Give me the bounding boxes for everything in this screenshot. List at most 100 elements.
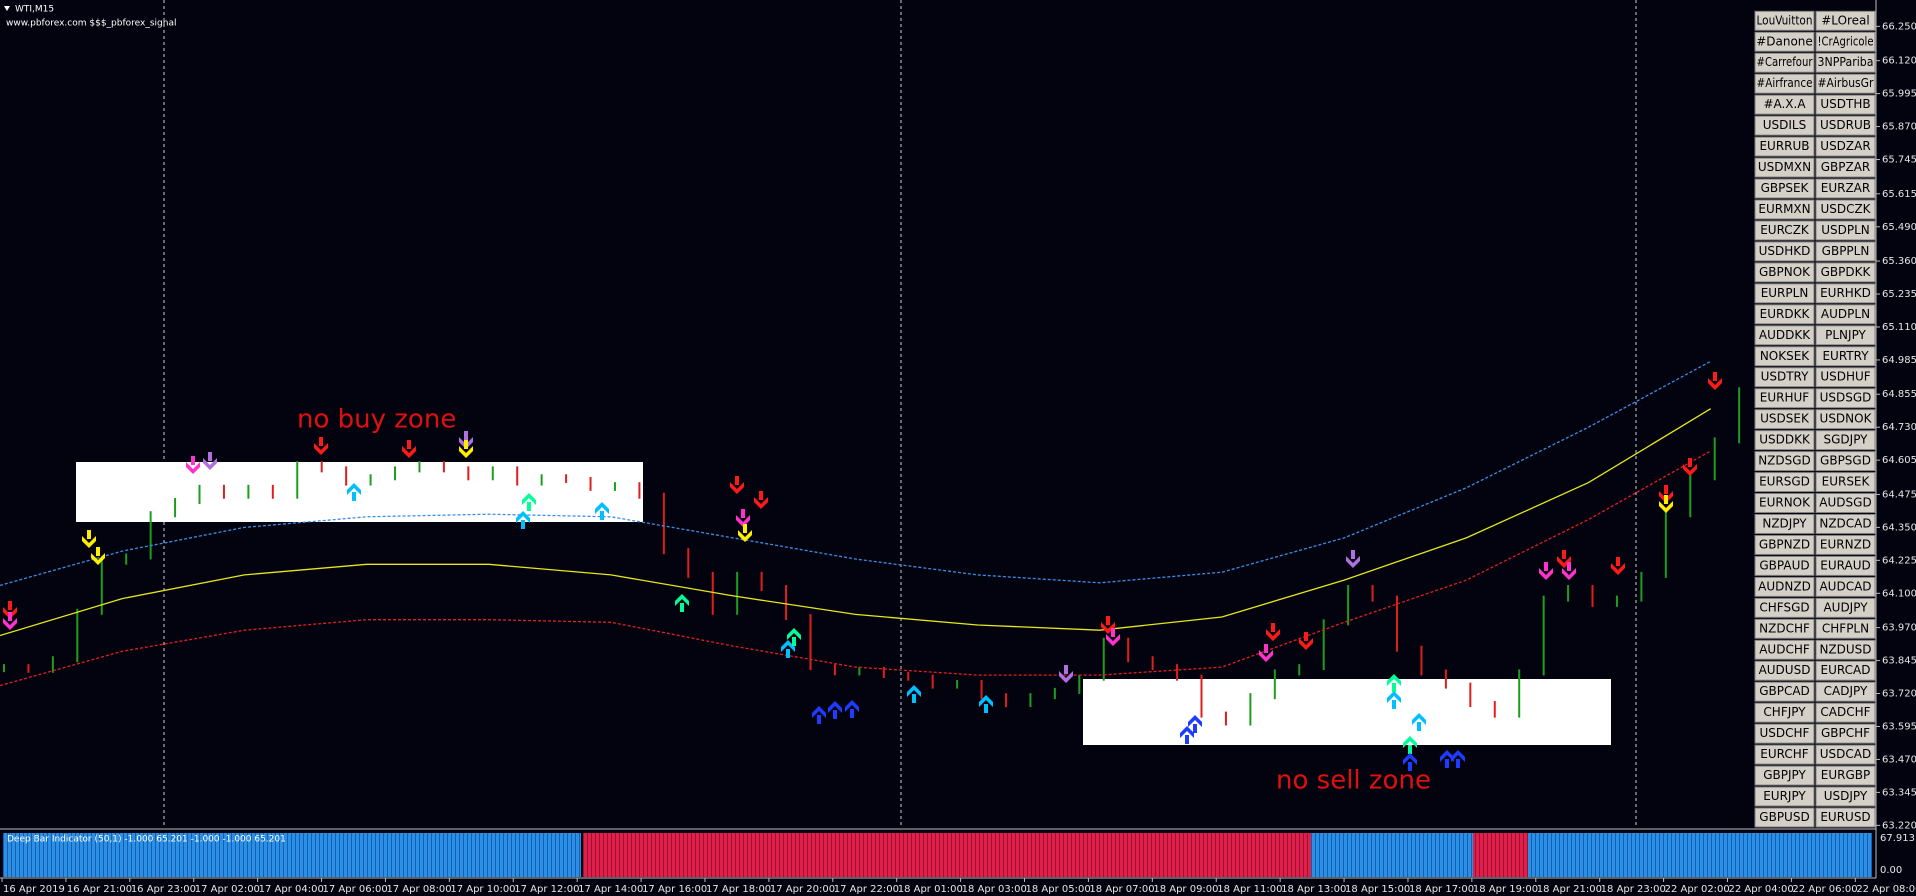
symbol-button[interactable] [1815, 73, 1876, 94]
symbol-button[interactable] [1815, 346, 1876, 367]
symbol-button-label[interactable]: AUDUSD [1759, 663, 1811, 677]
symbol-button[interactable] [1754, 513, 1815, 534]
symbol-button-label[interactable]: USDILS [1763, 118, 1806, 132]
symbol-button-label[interactable]: AUDDKK [1759, 328, 1811, 342]
symbol-button[interactable] [1815, 367, 1876, 388]
symbol-button-label[interactable]: USDDKK [1759, 433, 1811, 447]
symbol-button[interactable] [1754, 451, 1815, 472]
symbol-button[interactable] [1754, 157, 1815, 178]
symbol-button[interactable] [1754, 178, 1815, 199]
symbol-button-label[interactable]: NOKSEK [1760, 349, 1810, 363]
symbol-button-label[interactable]: GBPDKK [1821, 265, 1872, 279]
symbol-button-label[interactable]: USDTRY [1761, 370, 1810, 384]
symbol-button[interactable] [1754, 555, 1815, 576]
symbol-button[interactable] [1754, 660, 1815, 681]
symbol-button-label[interactable]: EURDKK [1760, 307, 1811, 321]
symbol-button-label[interactable]: USDCHF [1760, 726, 1810, 740]
symbol-button-label[interactable]: EURMXN [1758, 202, 1810, 216]
symbol-button-label[interactable]: NZDUSD [1819, 642, 1871, 656]
symbol-button-label[interactable]: NZDCAD [1819, 516, 1871, 530]
symbol-button-label[interactable]: GBPUSD [1759, 810, 1809, 824]
symbol-button[interactable] [1815, 660, 1876, 681]
symbol-button[interactable] [1754, 681, 1815, 702]
symbol-button[interactable] [1754, 94, 1815, 115]
symbol-button-label[interactable]: EURTRY [1822, 349, 1869, 363]
symbol-button[interactable] [1754, 744, 1815, 765]
symbol-button-label[interactable]: AUDSGD [1819, 496, 1871, 510]
symbol-button[interactable] [1815, 513, 1876, 534]
symbol-button[interactable] [1754, 493, 1815, 513]
symbol-button-label[interactable]: NZDCHF [1759, 621, 1810, 635]
symbol-button[interactable] [1815, 283, 1876, 304]
symbol-button[interactable] [1815, 807, 1876, 828]
symbol-button[interactable] [1815, 262, 1876, 283]
symbol-button-label[interactable]: GBPPLN [1822, 244, 1870, 258]
symbol-button-label[interactable]: EURRUB [1759, 139, 1809, 153]
menu-triangle[interactable] [4, 6, 10, 11]
symbol-button-label[interactable]: GBPAUD [1759, 558, 1809, 572]
symbol-button[interactable] [1815, 115, 1876, 136]
symbol-button[interactable] [1815, 241, 1876, 262]
symbol-button[interactable] [1815, 702, 1876, 723]
symbol-button-label[interactable]: AUDCAD [1819, 579, 1871, 593]
symbol-button-label[interactable]: 3NPPariba [1818, 55, 1874, 69]
symbol-button[interactable] [1815, 451, 1876, 472]
symbol-button-label[interactable]: USDZAR [1820, 139, 1870, 153]
symbol-button[interactable] [1815, 534, 1876, 555]
symbol-button[interactable] [1815, 555, 1876, 576]
symbol-button-label[interactable]: GBPNOK [1759, 265, 1811, 279]
symbol-button[interactable] [1754, 597, 1815, 618]
symbol-button-label[interactable]: USDRUB [1820, 118, 1871, 132]
symbol-button-label[interactable]: EURHUF [1760, 391, 1810, 405]
symbol-button-label[interactable]: LouVuitton [1757, 13, 1813, 27]
symbol-button-label[interactable]: EURCHF [1760, 747, 1809, 761]
symbol-button[interactable] [1754, 262, 1815, 283]
symbol-button[interactable] [1815, 304, 1876, 325]
symbol-button-label[interactable]: USDPLN [1821, 223, 1870, 237]
symbol-button[interactable] [1754, 136, 1815, 157]
symbol-button[interactable] [1754, 31, 1815, 52]
symbol-button[interactable] [1815, 325, 1876, 346]
symbol-button-label[interactable]: CHFSGD [1759, 600, 1809, 614]
symbol-button[interactable] [1754, 409, 1815, 430]
symbol-button-label[interactable]: EURHKD [1820, 286, 1871, 300]
symbol-button-label[interactable]: USDNOK [1820, 412, 1873, 426]
symbol-button[interactable] [1754, 534, 1815, 555]
symbol-button[interactable] [1754, 472, 1815, 493]
symbol-button-label[interactable]: USDHUF [1820, 370, 1870, 384]
symbol-button-label[interactable]: #LOreal [1821, 13, 1870, 27]
symbol-button-label[interactable]: EURUSD [1820, 810, 1870, 824]
symbol-button[interactable] [1815, 136, 1876, 157]
symbol-button[interactable] [1754, 52, 1815, 73]
symbol-button[interactable] [1815, 723, 1876, 744]
symbol-button-label[interactable]: AUDPLN [1821, 307, 1870, 321]
symbol-button[interactable] [1815, 409, 1876, 430]
symbol-button[interactable] [1815, 157, 1876, 178]
symbol-button[interactable] [1815, 388, 1876, 409]
symbol-button[interactable] [1815, 744, 1876, 765]
symbol-button-label[interactable]: GBPSEK [1761, 181, 1810, 195]
symbol-button[interactable] [1754, 639, 1815, 660]
symbol-button-label[interactable]: USDHKD [1759, 244, 1811, 258]
symbol-button-label[interactable]: AUDJPY [1823, 600, 1868, 614]
symbol-button-label[interactable]: USDSGD [1820, 391, 1872, 405]
symbol-button[interactable] [1754, 576, 1815, 597]
symbol-button[interactable] [1815, 220, 1876, 241]
symbol-button[interactable] [1815, 199, 1876, 220]
symbol-button[interactable] [1754, 702, 1815, 723]
symbol-button[interactable] [1754, 346, 1815, 367]
symbol-button-label[interactable]: GBPJPY [1763, 768, 1806, 782]
symbol-button[interactable] [1754, 723, 1815, 744]
symbol-button-label[interactable]: EURJPY [1763, 789, 1806, 803]
symbol-button-label[interactable]: EURZAR [1821, 181, 1870, 195]
symbol-button[interactable] [1815, 94, 1876, 115]
symbol-button-label[interactable]: CHFPLN [1822, 621, 1869, 635]
symbol-button-label[interactable]: AUDNZD [1758, 579, 1811, 593]
symbol-button[interactable] [1815, 681, 1876, 702]
symbol-button-label[interactable]: USDMXN [1758, 160, 1811, 174]
symbol-button-label[interactable]: NZDJPY [1762, 516, 1807, 530]
symbol-button[interactable] [1754, 10, 1815, 31]
symbol-button-label[interactable]: #Carrefour [1757, 55, 1813, 69]
symbol-button-label[interactable]: #Airfrance [1757, 76, 1813, 90]
symbol-button-label[interactable]: GBPCHF [1821, 726, 1870, 740]
